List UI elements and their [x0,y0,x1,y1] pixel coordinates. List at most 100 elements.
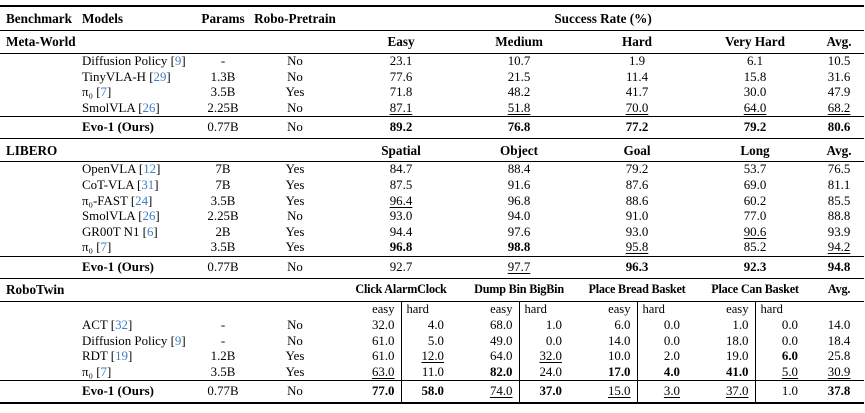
column-header: Hard [578,30,696,54]
value-text: 37.0 [539,384,562,399]
value-cell: 32.0 [342,318,401,334]
value-cell: 1.0 [754,380,814,404]
params-cell: 7B [215,177,231,192]
model-cell: π₀-FAST [24] [82,193,153,208]
value-cell: 87.5 [342,178,460,194]
value-cell: 0.0 [636,333,696,350]
citation-link[interactable]: 19 [115,349,128,364]
benchmark-spacer [0,209,80,225]
table-header-row: Benchmark Models Params Robo-Pretrain Su… [0,6,865,31]
value-cell: 63.0 [342,365,401,381]
value-text: 87.5 [389,177,413,192]
table-row: OpenVLA [12] 7B Yes 84.7 88.4 79.2 53.7 76.5 [0,162,864,178]
citation-link[interactable]: 32 [115,317,128,332]
value-text: 47.9 [827,85,851,100]
table-row: TinyVLA-H [29] 1.3B No 77.6 21.5 11.4 15.8 31.6 [0,70,864,86]
pretrain-cell: No [287,333,303,348]
citation-link[interactable]: 7 [100,85,107,100]
table-row: GR00T N1 [6] 2B Yes 94.4 97.6 93.0 90.6 93.9 [0,225,864,241]
value-text: 5.0 [427,333,444,348]
value-text: 79.2 [625,162,649,177]
value-cell: 0.0 [518,333,578,350]
citation-link[interactable]: 24 [135,193,149,208]
avg-cell: 10.5 [814,54,864,70]
value-text: 64.0 [489,349,513,364]
params-cell: 3.5B [210,85,236,100]
section-header-row: Meta-World Easy Medium Hard Very Hard Avg. [0,30,865,54]
value-text: 1.9 [628,54,646,68]
model-name: CoT-VLA [82,177,134,192]
citation-link[interactable]: 29 [153,69,167,84]
value-text: 80.6 [827,120,851,135]
citation-link[interactable]: 7 [100,364,107,379]
params-cell: - [220,54,226,68]
benchmark-spacer [0,349,80,365]
params-cell: 2.25B [207,100,239,115]
value-cell: 0.0 [754,333,814,350]
value-text: 31.6 [827,69,851,84]
value-cell: 19.0 [696,349,755,365]
citation-link[interactable]: 31 [141,177,155,192]
avg-cell: 88.8 [814,209,864,225]
value-cell: 71.8 [342,85,460,101]
value-cell: 4.0 [636,364,696,381]
value-cell: 32.0 [518,349,578,365]
value-text: 61.0 [371,349,395,364]
value-cell: 1.0 [696,318,755,334]
table-row: SmolVLA [26] 2.25B No 93.0 94.0 91.0 77.0 88.8 [0,209,864,225]
model-name: ACT [82,317,108,332]
pretrain-cell: No [248,255,342,279]
model-name: Diffusion Policy [82,54,168,68]
avg-cell: 47.9 [814,85,864,101]
citation-link[interactable]: 7 [100,240,107,255]
value-cell: 96.8 [460,194,578,210]
value-cell: 17.0 [578,365,637,381]
params-cell: - [220,333,226,348]
value-text: 10.5 [827,54,851,68]
benchmark-spacer [0,54,80,70]
model-name: GR00T N1 [82,224,140,239]
table-row: CoT-VLA [31] 7B Yes 87.5 91.6 87.6 69.0 81.1 [0,178,864,194]
value-cell: 12.0 [400,349,460,365]
model-name: Evo-1 (Ours) [82,384,154,399]
citation-link[interactable]: 9 [174,333,182,348]
value-text: 77.6 [389,69,413,84]
value-text: 3.0 [663,384,680,399]
avg-cell: 30.9 [814,365,864,381]
final-model-row: Evo-1 (Ours) 0.77B No 89.2 76.8 77.2 79.2 80.6 [0,116,865,140]
avg-cell: 76.5 [814,162,864,178]
value-text: 60.2 [743,193,767,208]
pretrain-cell: No [287,69,303,84]
params-cell: 1.3B [210,69,236,84]
citation-link[interactable]: 9 [174,54,182,68]
value-cell: 15.8 [696,70,814,86]
pretrain-cell: Yes [285,162,305,177]
benchmark-spacer [0,194,80,210]
benchmark-results-table: Benchmark Models Params Robo-Pretrain Su… [0,5,865,405]
value-text: 53.7 [743,162,767,177]
params-cell: 3.5B [210,240,236,255]
citation-link[interactable]: 26 [142,100,156,115]
value-text: 68.0 [489,317,513,332]
model-name: SmolVLA [82,100,136,115]
value-text: 0.0 [663,333,680,348]
header-success-rate: Success Rate (%) [342,6,865,31]
value-cell: 95.8 [578,240,696,256]
value-text: 0.0 [663,317,680,332]
value-text: 15.0 [607,384,631,399]
value-text: 11.4 [625,69,649,84]
value-text: 41.7 [625,85,649,100]
citation-link[interactable]: 6 [146,224,154,239]
value-text: 10.0 [607,349,631,364]
value-text: 68.2 [827,100,851,115]
value-cell: 5.0 [400,333,460,350]
subcolumn-hard-label: hard [636,301,696,318]
value-cell: 97.6 [460,225,578,241]
citation-link[interactable]: 26 [142,209,156,224]
value-text: 4.0 [663,364,680,379]
citation-link[interactable]: 12 [143,162,157,177]
value-text: 96.8 [507,193,531,208]
model-name: OpenVLA [82,162,136,177]
value-cell: 1.0 [518,317,578,334]
column-header: Goal [578,138,696,163]
